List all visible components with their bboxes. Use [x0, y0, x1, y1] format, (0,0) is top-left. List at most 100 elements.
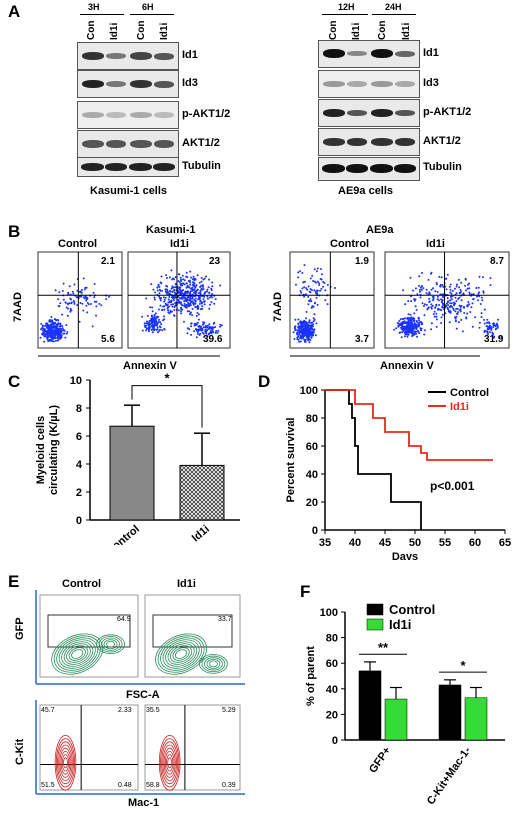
flow-dot — [161, 329, 164, 332]
flow-dot — [195, 289, 198, 292]
flow-dot — [150, 283, 153, 286]
flow-dot — [181, 292, 184, 295]
flow-dot — [433, 315, 436, 318]
flow-dot — [403, 335, 406, 338]
flow-dot — [393, 328, 396, 331]
flow-dot — [52, 335, 55, 338]
flow-dot — [491, 331, 494, 334]
flow-dot — [47, 324, 50, 327]
contour-ring — [165, 641, 198, 667]
y-tick-label: 60 — [306, 441, 318, 453]
flow-dot — [435, 303, 438, 306]
flow-dot — [154, 291, 157, 294]
flow-dot — [406, 316, 409, 319]
flow-dot — [156, 331, 159, 334]
flow-dot — [41, 329, 44, 332]
contour-ring — [54, 734, 77, 791]
flow-dot — [199, 299, 202, 302]
flow-dot — [66, 302, 69, 305]
flow-dot — [170, 296, 173, 299]
flow-dot — [206, 290, 208, 293]
flow-dot — [146, 320, 149, 323]
legend-label-control: Control — [450, 387, 489, 399]
flow-dot — [61, 290, 64, 292]
contour-ring — [68, 647, 86, 661]
xlabel-fsc-a: FSC-A — [126, 689, 160, 701]
flow-dot — [93, 300, 96, 303]
flow-dot — [183, 279, 186, 282]
x-tick-label: 40 — [349, 537, 361, 549]
x-tick-label: 45 — [379, 537, 391, 549]
flow-dot — [496, 323, 498, 326]
flow-dot — [441, 284, 444, 287]
quadrant-ur: 2.1 — [101, 256, 115, 267]
flow-dot — [62, 298, 65, 301]
flow-dot — [158, 285, 161, 288]
flow-dot — [72, 300, 75, 302]
flow-dot — [181, 274, 184, 277]
flow-dot — [64, 301, 67, 304]
flow-dot — [168, 276, 171, 279]
flow-dot — [201, 331, 204, 334]
panel-letter-c: C — [8, 372, 21, 391]
flow-dot — [208, 328, 210, 331]
contour-ring — [98, 636, 123, 653]
flow-dot — [430, 288, 433, 291]
flow-dot — [300, 324, 303, 327]
quadrant-ur: 23 — [209, 256, 221, 267]
flow-dot — [208, 326, 211, 329]
flow-dot — [307, 285, 310, 288]
flow-dot — [197, 313, 200, 316]
flow-dot — [305, 324, 308, 327]
flow-dot — [208, 323, 211, 326]
flow-dot — [397, 322, 400, 325]
flow-dot — [312, 280, 315, 282]
flow-dot — [171, 305, 174, 308]
flow-dot — [297, 276, 300, 279]
flow-dot — [451, 290, 454, 292]
xlabel-mac-1: Mac-1 — [128, 797, 160, 809]
flow-dot — [303, 295, 306, 298]
flow-dot — [202, 298, 205, 301]
contour-ring — [201, 655, 226, 673]
flow-dot — [54, 339, 57, 342]
flow-dot — [469, 311, 472, 313]
flow-dot — [297, 335, 300, 338]
flow-dot — [428, 300, 431, 303]
flow-dot — [458, 296, 461, 299]
flow-dot — [403, 326, 406, 329]
protein-label: AKT1/2 — [182, 137, 220, 149]
flow-dot — [156, 326, 159, 329]
flow-dot — [209, 330, 212, 333]
flow-dot — [206, 297, 209, 300]
flow-dot — [490, 329, 493, 331]
flow-dot — [201, 305, 204, 308]
flow-dot — [307, 303, 310, 306]
flow-dot — [50, 324, 53, 326]
flow-dot — [147, 321, 150, 324]
flow-dot — [208, 307, 211, 310]
flow-dot — [153, 328, 156, 331]
flow-dot — [183, 300, 186, 303]
bar-control — [109, 425, 155, 521]
flow-dot — [310, 289, 313, 292]
flow-dot — [195, 336, 198, 339]
flow-dot — [316, 267, 319, 270]
y-tick-label: 100 — [320, 607, 338, 619]
flow-dot — [480, 316, 483, 318]
flow-dot — [53, 337, 56, 340]
flow-dot — [186, 304, 189, 307]
flow-dot — [312, 323, 315, 326]
contour-ring — [96, 634, 125, 654]
flow-dot — [191, 314, 194, 317]
flow-dot — [150, 328, 153, 331]
flow-dot — [196, 321, 199, 324]
flow-dot — [190, 333, 192, 336]
flow-dot — [479, 303, 482, 305]
flow-dot — [151, 331, 154, 334]
flow-dot — [59, 325, 61, 328]
protein-label: Id1 — [182, 49, 198, 61]
flow-dot — [167, 311, 170, 314]
flow-dot — [169, 290, 172, 293]
flow-dot — [316, 303, 319, 306]
